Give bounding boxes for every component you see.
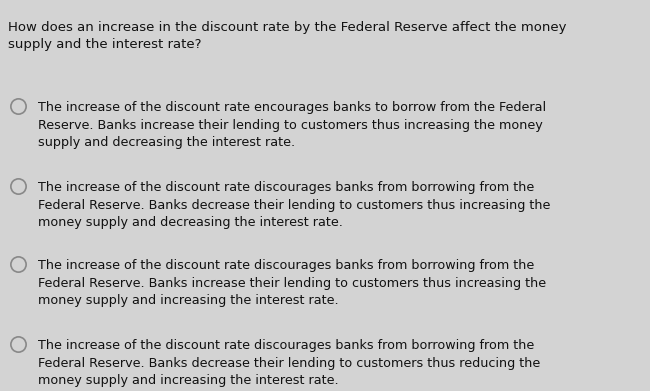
Text: The increase of the discount rate discourages banks from borrowing from the
Fede: The increase of the discount rate discou…: [38, 259, 546, 307]
Text: The increase of the discount rate discourages banks from borrowing from the
Fede: The increase of the discount rate discou…: [38, 339, 540, 387]
Text: The increase of the discount rate discourages banks from borrowing from the
Fede: The increase of the discount rate discou…: [38, 181, 551, 229]
Text: How does an increase in the discount rate by the Federal Reserve affect the mone: How does an increase in the discount rat…: [8, 21, 567, 51]
Text: The increase of the discount rate encourages banks to borrow from the Federal
Re: The increase of the discount rate encour…: [38, 101, 546, 149]
